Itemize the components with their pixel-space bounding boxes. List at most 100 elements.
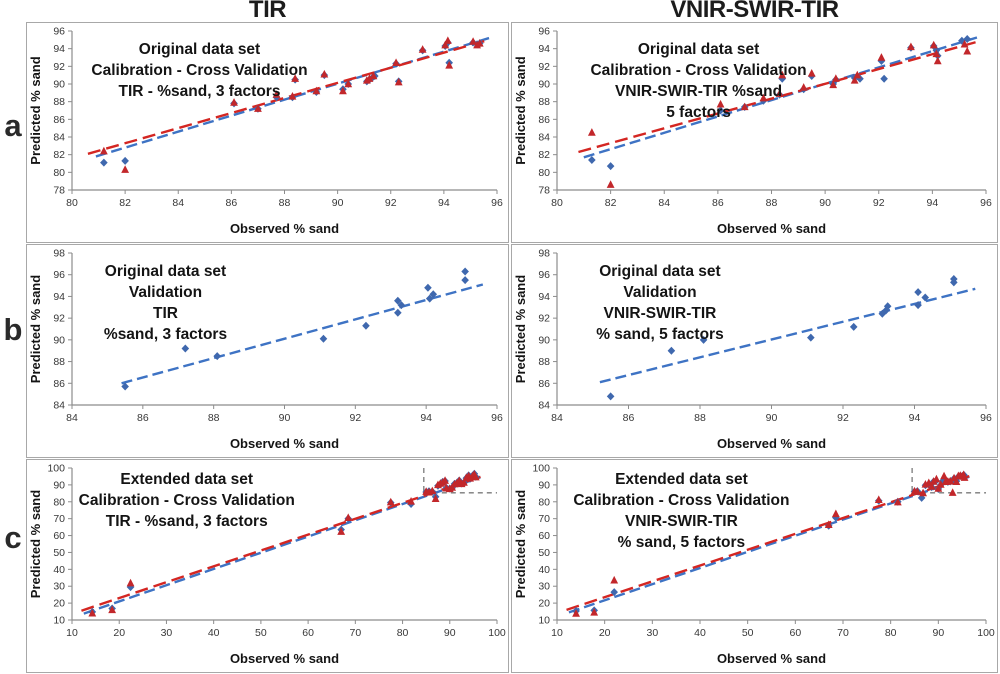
svg-text:94: 94	[53, 291, 65, 303]
svg-text:94: 94	[53, 43, 65, 55]
svg-text:92: 92	[873, 197, 885, 209]
svg-text:100: 100	[532, 463, 550, 475]
svg-text:88: 88	[208, 412, 220, 424]
svg-text:90: 90	[444, 627, 456, 639]
svg-text:92: 92	[349, 412, 361, 424]
svg-text:92: 92	[53, 61, 65, 73]
svg-text:96: 96	[53, 269, 65, 281]
svg-text:40: 40	[694, 627, 706, 639]
svg-text:88: 88	[766, 197, 778, 209]
svg-text:94: 94	[927, 197, 939, 209]
row-label-b: b	[3, 312, 23, 347]
svg-text:TIR - %sand, 3 factors: TIR - %sand, 3 factors	[119, 83, 281, 100]
svg-text:Predicted % sand: Predicted % sand	[513, 275, 528, 383]
row-label-c: c	[4, 520, 22, 555]
svg-text:92: 92	[837, 412, 849, 424]
svg-text:70: 70	[837, 627, 849, 639]
plot-panel-b-tir: 84 86 88 90 92 94 96 84 86 88 90 92 94 96 98 Original d…	[26, 244, 509, 458]
svg-text:Original data set: Original data set	[599, 263, 720, 280]
svg-text:10: 10	[551, 627, 563, 639]
scatter-chart-c-tir: 10 20 30 40 50 60 70 80 90 100 10 20 30 40 50 60 70 80 90 1…	[28, 463, 506, 667]
svg-text:92: 92	[53, 313, 65, 325]
svg-text:80: 80	[885, 627, 897, 639]
svg-text:82: 82	[538, 149, 550, 161]
svg-text:VNIR-SWIR-TIR %sand: VNIR-SWIR-TIR %sand	[615, 83, 782, 100]
svg-text:Original data set: Original data set	[638, 41, 759, 58]
svg-text:96: 96	[53, 26, 65, 38]
svg-text:Calibration - Cross Validation: Calibration - Cross Validation	[573, 492, 789, 509]
scatter-chart-a-vnir-swir-tir: 80 82 84 86 88 90 92 94 9678808284868890929496Or…	[513, 26, 992, 237]
svg-text:90: 90	[538, 479, 550, 491]
svg-text:90: 90	[279, 412, 291, 424]
svg-text:Predicted % sand: Predicted % sand	[513, 56, 528, 164]
svg-text:94: 94	[438, 197, 450, 209]
svg-text:TIR - %sand, 3 factors: TIR - %sand, 3 factors	[106, 513, 268, 530]
svg-text:86: 86	[538, 378, 550, 390]
svg-text:TIR: TIR	[153, 305, 178, 322]
svg-text:88: 88	[538, 356, 550, 368]
svg-text:80: 80	[538, 167, 550, 179]
svg-text:96: 96	[980, 412, 992, 424]
svg-text:82: 82	[605, 197, 617, 209]
svg-text:% sand, 5 factors: % sand, 5 factors	[596, 326, 724, 343]
svg-text:%sand, 3 factors: %sand, 3 factors	[104, 326, 227, 343]
svg-text:84: 84	[172, 197, 184, 209]
svg-text:88: 88	[538, 96, 550, 108]
svg-text:Observed % sand: Observed % sand	[717, 651, 826, 666]
column-title-tir: TIR	[248, 0, 287, 23]
svg-text:90: 90	[538, 79, 550, 91]
svg-text:82: 82	[119, 197, 131, 209]
row-label-a: a	[4, 108, 22, 143]
svg-text:90: 90	[332, 197, 344, 209]
svg-text:VNIR-SWIR-TIR: VNIR-SWIR-TIR	[604, 305, 717, 322]
svg-text:78: 78	[538, 185, 550, 197]
svg-text:82: 82	[53, 149, 65, 161]
svg-text:80: 80	[53, 167, 65, 179]
svg-text:84: 84	[66, 412, 78, 424]
svg-text:30: 30	[646, 627, 658, 639]
svg-text:98: 98	[53, 248, 65, 260]
svg-text:84: 84	[538, 400, 550, 412]
svg-text:94: 94	[538, 291, 550, 303]
svg-text:90: 90	[53, 479, 65, 491]
svg-text:20: 20	[599, 627, 611, 639]
svg-text:Predicted % sand: Predicted % sand	[513, 490, 528, 598]
svg-text:60: 60	[789, 627, 801, 639]
svg-text:90: 90	[819, 197, 831, 209]
svg-text:5 factors: 5 factors	[666, 104, 731, 121]
plot-panel-c-vnir-swir-tir: 10 20 30 40 50 60 70 80 90 100 10 20 30 40 50 60 70 80 90 1…	[511, 459, 998, 673]
scatter-chart-a-tir: 80 82 84 86 88 90 92 94 9678808284868890929496Or…	[28, 26, 503, 237]
svg-text:100: 100	[977, 627, 995, 639]
svg-text:60: 60	[302, 627, 314, 639]
svg-text:90: 90	[538, 334, 550, 346]
svg-text:30: 30	[538, 581, 550, 593]
svg-text:20: 20	[538, 598, 550, 610]
svg-text:78: 78	[53, 185, 65, 197]
svg-text:40: 40	[538, 564, 550, 576]
plot-panel-c-tir: 10 20 30 40 50 60 70 80 90 100 10 20 30 40 50 60 70 80 90 1…	[26, 459, 509, 673]
svg-text:90: 90	[932, 627, 944, 639]
svg-text:70: 70	[53, 513, 65, 525]
svg-text:96: 96	[538, 26, 550, 38]
scatter-chart-b-tir: 84 86 88 90 92 94 96 84 86 88 90 92 94 96 98 Original d…	[28, 248, 503, 452]
svg-text:50: 50	[538, 547, 550, 559]
svg-text:Predicted % sand: Predicted % sand	[28, 490, 43, 598]
svg-text:92: 92	[385, 197, 397, 209]
svg-text:10: 10	[538, 615, 550, 627]
svg-text:80: 80	[551, 197, 563, 209]
svg-text:84: 84	[551, 412, 563, 424]
svg-text:100: 100	[47, 463, 65, 475]
svg-text:Calibration - Cross Validation: Calibration - Cross Validation	[79, 492, 295, 509]
svg-text:86: 86	[137, 412, 149, 424]
svg-text:100: 100	[488, 627, 506, 639]
svg-text:30: 30	[161, 627, 173, 639]
svg-text:60: 60	[538, 530, 550, 542]
svg-text:50: 50	[255, 627, 267, 639]
scatter-chart-c-vnir-swir-tir: 10 20 30 40 50 60 70 80 90 100 10 20 30 40 50 60 70 80 90 1…	[513, 463, 995, 667]
svg-text:86: 86	[712, 197, 724, 209]
svg-text:92: 92	[538, 313, 550, 325]
svg-text:% sand, 5 factors: % sand, 5 factors	[618, 534, 746, 551]
svg-text:80: 80	[538, 496, 550, 508]
svg-text:Observed % sand: Observed % sand	[717, 436, 826, 451]
svg-text:84: 84	[53, 400, 65, 412]
